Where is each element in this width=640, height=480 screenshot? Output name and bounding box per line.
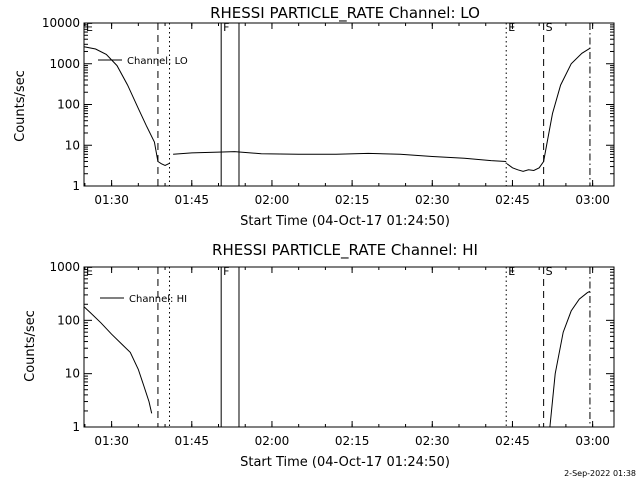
event-marker-label: E	[86, 265, 93, 278]
x-tick-label: 02:45	[495, 434, 530, 448]
y-tick-label: 1	[72, 179, 80, 193]
timestamp: 2-Sep-2022 01:38	[564, 469, 636, 478]
x-axis-label: Start Time (04-Oct-17 01:24:50)	[240, 214, 450, 229]
series-line	[83, 306, 153, 414]
event-marker-label: F	[223, 265, 229, 278]
x-tick-label: 01:45	[174, 193, 209, 207]
lo-channel-panel: RHESSI PARTICLE_RATE Channel: LO Start T…	[13, 4, 615, 229]
x-tick-label: 03:00	[575, 434, 610, 448]
event-marker-label: S	[546, 265, 553, 278]
x-tick-label: 02:45	[495, 193, 530, 207]
y-tick-label: 1	[72, 420, 80, 434]
event-marker-label: E	[86, 21, 93, 34]
series-line	[506, 47, 591, 172]
y-tick-label: 1000	[49, 57, 80, 71]
y-axis-label: Counts/sec	[23, 310, 38, 382]
y-tick-label: 100	[57, 313, 80, 327]
y-tick-label: 1000	[49, 260, 80, 274]
chart-title: RHESSI PARTICLE_RATE Channel: LO	[210, 4, 480, 23]
x-tick-label: 02:00	[255, 434, 290, 448]
event-marker-label: E	[508, 21, 515, 34]
event-marker-label: E	[508, 265, 515, 278]
plot-frame	[83, 22, 615, 187]
x-tick-label: 03:00	[575, 193, 610, 207]
legend-label: Channel: HI	[129, 294, 187, 305]
x-tick-label: 02:30	[415, 434, 450, 448]
y-tick-label: 10000	[42, 16, 80, 30]
hi-channel-panel: RHESSI PARTICLE_RATE Channel: HI Start T…	[23, 241, 615, 470]
x-tick-label: 02:30	[415, 193, 450, 207]
y-axis-label: Counts/sec	[13, 70, 28, 142]
chart-title: RHESSI PARTICLE_RATE Channel: HI	[212, 241, 478, 260]
x-tick-label: 01:30	[94, 193, 129, 207]
event-marker-label: S	[546, 21, 553, 34]
legend-label: Channel: LO	[127, 56, 188, 67]
y-tick-label: 10	[65, 367, 80, 381]
series-line	[549, 290, 591, 428]
y-tick-label: 10	[65, 138, 80, 152]
series-line	[173, 151, 507, 162]
x-tick-label: 01:45	[174, 434, 209, 448]
x-axis-label: Start Time (04-Oct-17 01:24:50)	[240, 455, 450, 470]
x-tick-label: 01:30	[94, 434, 129, 448]
plot-frame	[83, 266, 615, 428]
event-marker-label: F	[223, 21, 229, 34]
x-tick-label: 02:15	[335, 193, 370, 207]
x-tick-label: 02:00	[255, 193, 290, 207]
series-line	[83, 46, 170, 166]
y-tick-label: 100	[57, 98, 80, 112]
x-tick-label: 02:15	[335, 434, 370, 448]
